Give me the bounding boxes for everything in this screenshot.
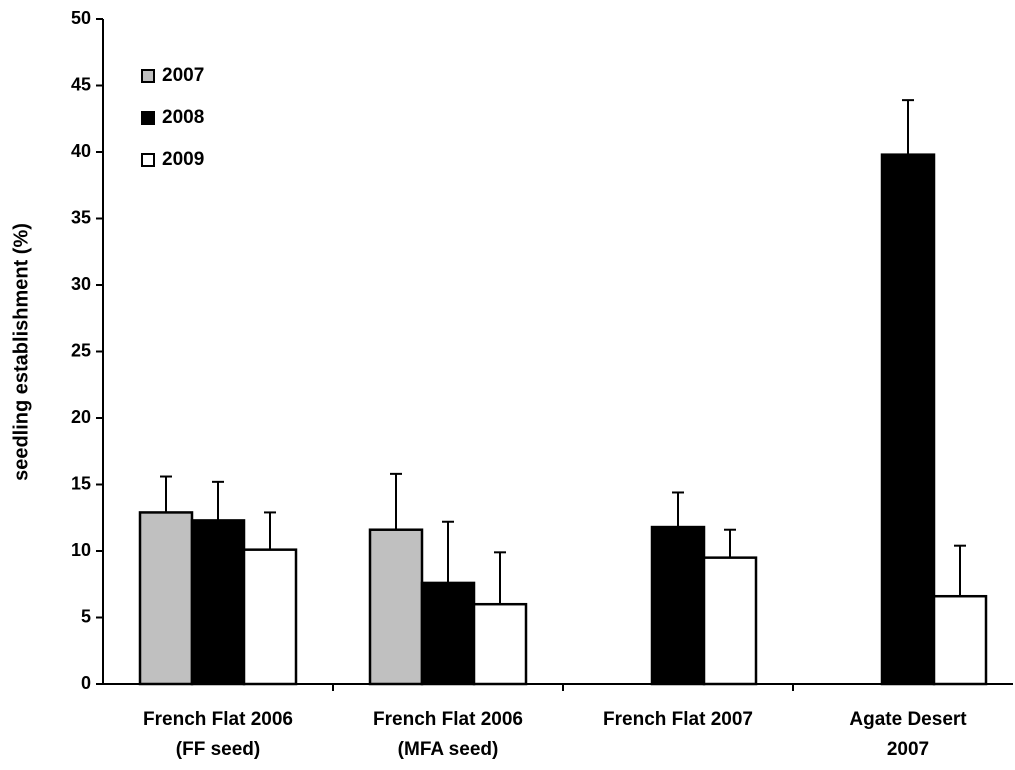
- y-tick-label: 40: [71, 141, 91, 161]
- y-tick-label: 5: [81, 606, 91, 626]
- y-tick-label: 15: [71, 473, 91, 493]
- legend-label: 2008: [162, 107, 204, 128]
- x-tick-label: French Flat 2007: [603, 709, 753, 730]
- x-tick-label: French Flat 2006 (MFA seed): [373, 709, 523, 760]
- y-tick-label: 25: [71, 340, 91, 360]
- bar: [650, 525, 706, 686]
- legend-swatch: [141, 111, 155, 125]
- legend-swatch: [141, 69, 155, 83]
- y-tick-label: 50: [71, 8, 91, 28]
- y-tick-label: 20: [71, 407, 91, 427]
- bar: [242, 548, 298, 686]
- y-axis-label: seedling establishment (%): [10, 223, 32, 481]
- legend-label: 2007: [162, 65, 204, 86]
- bar: [932, 594, 988, 686]
- legend-label: 2009: [162, 149, 204, 170]
- legend-swatch: [141, 153, 155, 167]
- y-tick-label: 45: [71, 74, 91, 94]
- x-tick-label: Agate Desert 2007: [849, 709, 967, 760]
- bar: [420, 581, 476, 686]
- bar: [138, 511, 194, 686]
- bar: [190, 519, 246, 686]
- bar: [368, 528, 424, 686]
- y-tick-label: 30: [71, 274, 91, 294]
- y-tick-label: 35: [71, 207, 91, 227]
- y-tick-label: 10: [71, 540, 91, 560]
- bar: [702, 556, 758, 686]
- bar: [880, 153, 936, 686]
- bar: [472, 602, 528, 686]
- x-tick-label: French Flat 2006 (FF seed): [143, 709, 293, 760]
- y-tick-label: 0: [81, 673, 91, 693]
